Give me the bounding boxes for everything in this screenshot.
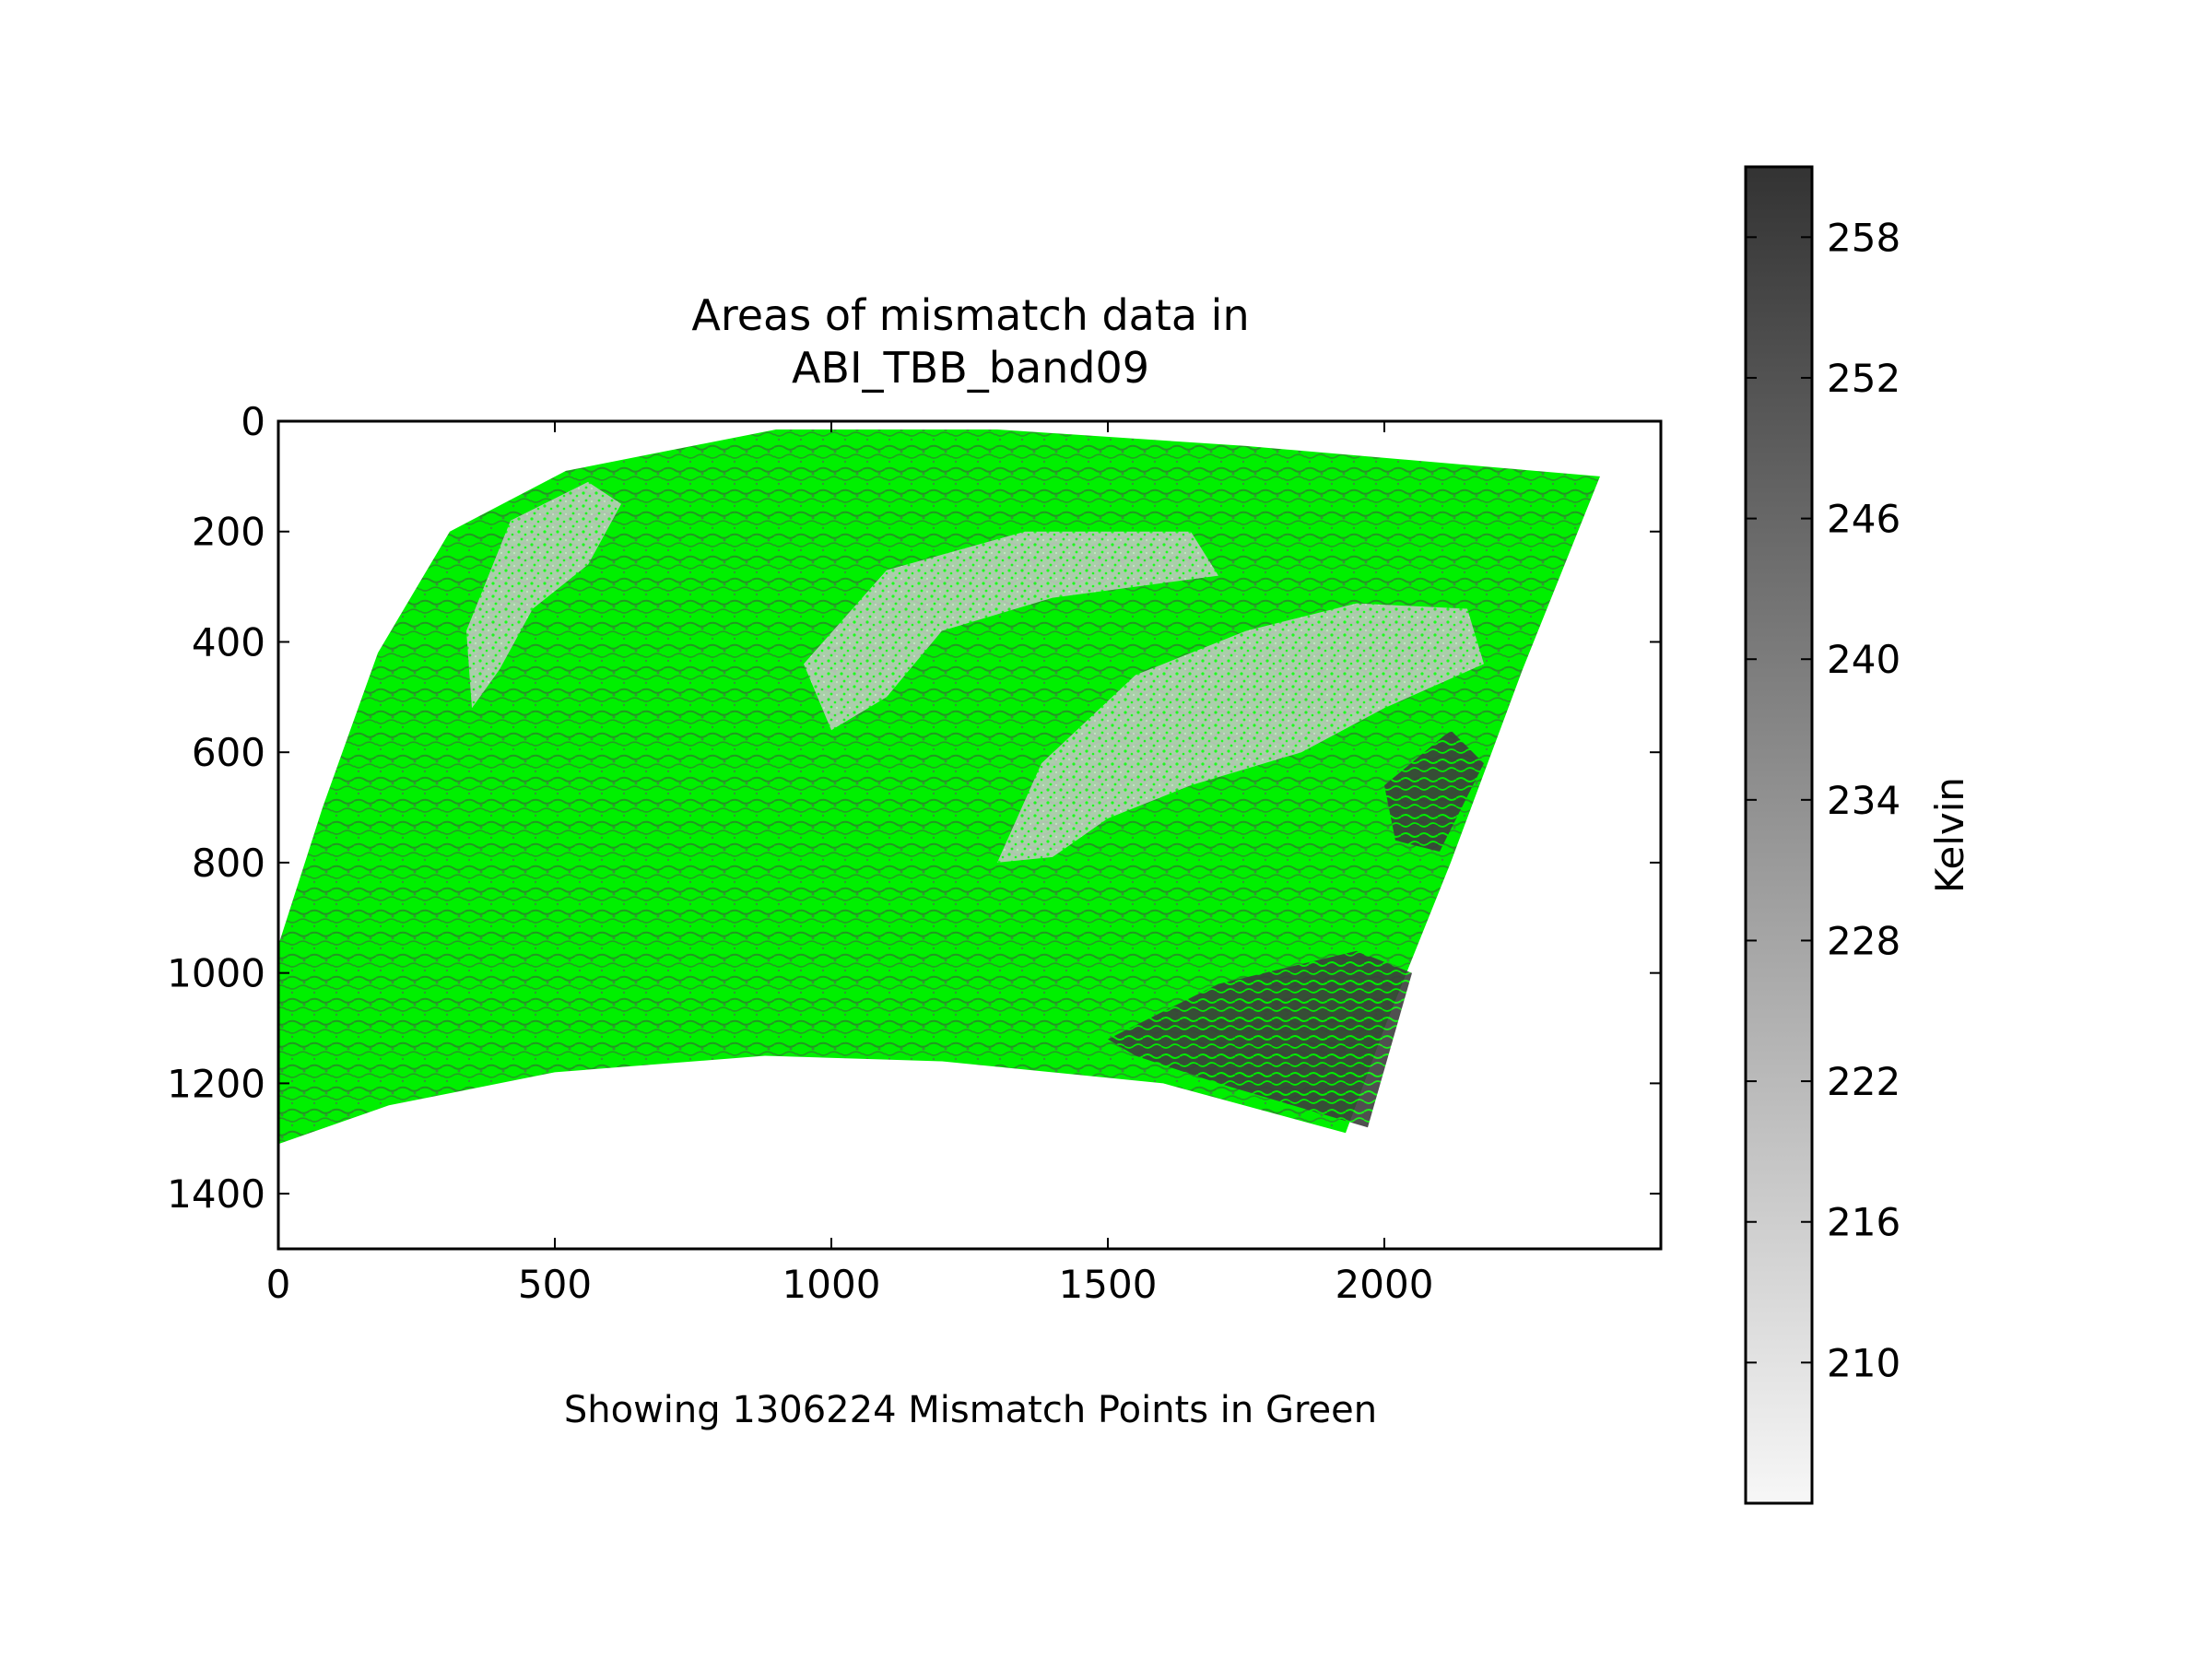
colorbar-tick-label: 240 bbox=[1827, 637, 1900, 682]
cold-cloud-region-3 bbox=[997, 603, 1484, 863]
y-tick-label: 200 bbox=[192, 510, 265, 555]
chart-title-line-2: ABI_TBB_band09 bbox=[792, 343, 1149, 393]
x-axis: 0 500 1000 1500 2000 bbox=[266, 421, 1434, 1307]
colorbar-tick-label: 258 bbox=[1827, 215, 1900, 260]
warm-region-1 bbox=[1108, 950, 1412, 1128]
y-tick-label: 800 bbox=[192, 841, 265, 886]
x-tick-label: 0 bbox=[266, 1262, 291, 1307]
colorbar-ticks: 210 216 222 228 234 240 246 252 258 bbox=[1746, 215, 1900, 1385]
footer-caption: Showing 1306224 Mismatch Points in Green bbox=[564, 1389, 1377, 1431]
x-tick-label: 2000 bbox=[1335, 1262, 1434, 1307]
y-axis: 0 200 400 600 800 1000 1200 1400 bbox=[167, 399, 1661, 1217]
colorbar: 210 216 222 228 234 240 246 252 258 Kelvin bbox=[1744, 165, 1972, 1505]
x-tick-label: 1000 bbox=[782, 1262, 881, 1307]
y-tick-label: 600 bbox=[192, 730, 265, 775]
plot-frame bbox=[276, 419, 1663, 1251]
colorbar-tick-label: 216 bbox=[1827, 1200, 1900, 1245]
map-data-layer bbox=[278, 429, 1600, 1145]
colorbar-gradient bbox=[1744, 165, 1814, 1505]
y-tick-label: 400 bbox=[192, 619, 265, 665]
y-tick-label: 1400 bbox=[167, 1171, 265, 1217]
colorbar-tick-label: 210 bbox=[1827, 1340, 1900, 1385]
y-tick-label: 1200 bbox=[167, 1061, 265, 1106]
colorbar-tick-label: 234 bbox=[1827, 778, 1900, 823]
x-tick-label: 1500 bbox=[1059, 1262, 1158, 1307]
colorbar-tick-label: 246 bbox=[1827, 497, 1900, 542]
mismatch-region bbox=[278, 429, 1600, 1145]
y-tick-label: 0 bbox=[241, 399, 265, 444]
x-tick-label: 500 bbox=[518, 1262, 592, 1307]
chart-title-line-1: Areas of mismatch data in bbox=[691, 290, 1249, 340]
cold-cloud-region-2 bbox=[804, 531, 1218, 731]
y-tick-label: 1000 bbox=[167, 951, 265, 996]
warm-region-2 bbox=[1384, 730, 1484, 852]
cold-cloud-region-1 bbox=[466, 481, 621, 709]
chart-title: Areas of mismatch data in ABI_TBB_band09 bbox=[691, 290, 1249, 393]
colorbar-tick-label: 228 bbox=[1827, 918, 1900, 963]
colorbar-tick-label: 222 bbox=[1827, 1059, 1900, 1104]
colorbar-label: Kelvin bbox=[1927, 777, 1972, 893]
colorbar-tick-label: 252 bbox=[1827, 356, 1900, 401]
